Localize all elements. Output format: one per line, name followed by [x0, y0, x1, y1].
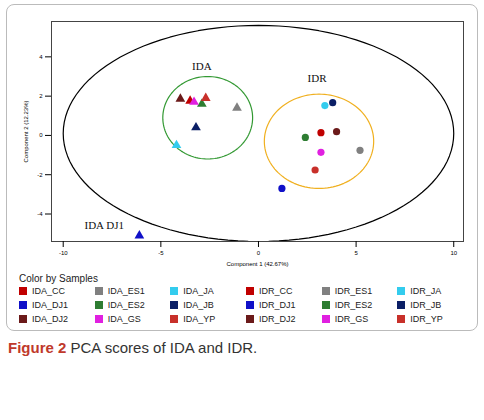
svg-text:IDA: IDA — [192, 60, 212, 72]
html-text:IDR_JA: IDR_JA — [410, 286, 442, 296]
html-text:IDA_DJ1: IDA_DJ1 — [32, 300, 68, 310]
svg-text:0: 0 — [39, 132, 43, 138]
svg-text:0: 0 — [257, 250, 261, 256]
html-text:IDR_JB: IDR_JB — [410, 300, 442, 310]
html-text:IDA_GS: IDA_GS — [107, 314, 141, 324]
svg-text:4: 4 — [39, 54, 43, 60]
html-text:IDR_DJ2: IDR_DJ2 — [259, 314, 296, 324]
html-text:IDR_ES2: IDR_ES2 — [334, 300, 373, 310]
html-text:IDA_JA: IDA_JA — [183, 286, 214, 296]
svg-text:-4: -4 — [37, 211, 43, 217]
svg-text:2: 2 — [39, 93, 43, 99]
svg-text:5: 5 — [354, 250, 358, 256]
html-text:IDA_YP: IDA_YP — [183, 314, 216, 324]
html-text:IDA_JB: IDA_JB — [183, 300, 214, 310]
svg-text:IDA DJ1: IDA DJ1 — [85, 219, 124, 231]
html-text:Figure 2 PCA scores of IDA and: Figure 2 PCA scores of IDA and IDR. — [8, 339, 258, 356]
svg-text:Component 1 (42.67%): Component 1 (42.67%) — [226, 261, 288, 267]
html-text:IDA_CC: IDA_CC — [32, 286, 65, 296]
html-text:IDA_DJ2: IDA_DJ2 — [32, 314, 68, 324]
svg-text:-2: -2 — [37, 172, 43, 178]
html-text:Color by Samples: Color by Samples — [19, 273, 98, 284]
svg-text:-5: -5 — [158, 250, 164, 256]
html-text:IDR_DJ1: IDR_DJ1 — [259, 300, 296, 310]
svg-text:-10: -10 — [59, 250, 68, 256]
html-text:IDA_ES1: IDA_ES1 — [107, 286, 145, 296]
svg-text:10: 10 — [450, 250, 457, 256]
svg-text:Component 2 (12.23%): Component 2 (12.23%) — [23, 100, 29, 162]
html-text:IDA_ES2: IDA_ES2 — [107, 300, 145, 310]
html-text:IDR_ES1: IDR_ES1 — [334, 286, 373, 296]
html-text:IDR_YP: IDR_YP — [410, 314, 443, 324]
html-text:IDR_GS: IDR_GS — [334, 314, 369, 324]
html-text:IDR_CC: IDR_CC — [259, 286, 293, 296]
svg-text:IDR: IDR — [308, 72, 328, 84]
